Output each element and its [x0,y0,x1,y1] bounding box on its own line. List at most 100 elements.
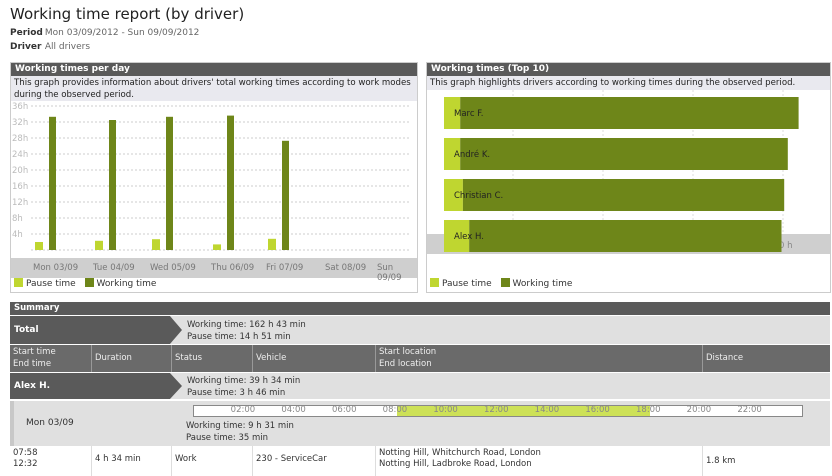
start-time: 07:58 [13,448,38,458]
driver-pause: Pause time: 3 h 46 min [187,388,286,398]
x-tick-label: Sun 09/09 [377,263,402,283]
driver-name: Alex H. [10,373,182,399]
col-label: Start time [13,347,56,357]
day-timeline: 02:00 04:00 06:00 08:00 10:00 12:00 14:00 16:00… [193,405,803,417]
col-status[interactable]: Status [172,345,253,372]
y-tick-label: 36h [12,102,28,112]
col-label: Start location [379,347,437,357]
total-row: Total Working time: 162 h 43 min Pause t… [10,316,830,344]
table-row[interactable]: 07:58 12:32 4 h 34 min Work 230 - Service… [10,446,830,476]
timeline-tick: 14:00 [534,405,560,415]
period-value: Mon 03/09/2012 - Sun 09/09/2012 [44,28,200,38]
col-vehicle[interactable]: Vehicle [253,345,376,372]
driver-working: Working time: 39 h 34 min [187,376,301,386]
bar-pause [444,220,470,252]
cell-distance: 1.8 km [706,456,736,466]
chart-header: Working times per day [11,63,417,76]
table-header: Start time End time Duration Status Vehic… [10,345,830,372]
period-row: Period Mon 03/09/2012 - Sun 09/09/2012 [10,28,199,38]
timeline-tick: 16:00 [585,405,610,415]
col-distance[interactable]: Distance [706,353,744,363]
col-start-end[interactable]: Start time End time [10,345,92,372]
summary-header: Summary [10,302,830,315]
y-tick-label: 16h [12,182,28,192]
chart-description: This graph highlights drivers according … [427,76,830,90]
day-working: Working time: 9 h 31 min [186,421,294,431]
bar-label: André K. [454,149,490,160]
col-location[interactable]: Start location End location [376,345,703,372]
driver-row: Driver All drivers [10,42,90,52]
timeline-tick: 12:00 [484,405,509,415]
col-duration[interactable]: Duration [92,345,172,372]
x-tick-label: Sat 08/09 [325,263,367,273]
x-axis: Mon 03/09 Tue 04/09 Wed 05/09 Thu 06/09 Fri … [11,258,417,283]
x-tick-label: Mon 03/09 [33,263,79,273]
legend-swatch-working [84,278,94,287]
timeline-tick: 18:00 [636,405,661,415]
chart-plot: 4h 8h 12h 16h 20h 24h 28h 32h 36h [12,102,409,251]
cell-location: Notting Hill, Whitchurch Road, London Not… [376,446,703,476]
bar-label: Christian C. [454,191,503,201]
chart-description: This graph provides information about dr… [11,76,417,101]
timeline-tick: 02:00 [230,405,256,415]
legend: Pause time Working time [14,278,156,289]
bar-pause [444,138,461,170]
bar-pause [444,179,463,211]
total-label: Total [10,316,182,344]
legend-label: Pause time [26,279,76,289]
x-tick-label: Wed 05/09 [150,263,196,273]
timeline-tick: 06:00 [332,405,357,415]
legend-swatch-pause [430,278,439,287]
bar-pause [444,97,461,129]
timeline-tick: 10:00 [433,405,458,415]
cell-vehicle: 230 - ServiceCar [253,446,376,476]
chart-working-times-per-day: Working times per day This graph provide… [10,62,418,293]
legend-label: Working time [512,279,573,289]
y-tick-label: 8h [12,214,23,224]
bar-pause [35,242,43,250]
timeline-tick: 22:00 [737,405,762,415]
day-label: Mon 03/09 [26,418,74,428]
legend-swatch-working [500,278,510,287]
timeline-tick: 04:00 [281,405,306,415]
bar-working [460,138,788,170]
active-period [396,406,650,416]
bar-pause [268,238,276,250]
bar-working [469,220,782,252]
bar-working [166,116,173,250]
y-tick-label: 24h [12,150,28,160]
day-pause: Pause time: 35 min [186,433,269,443]
col-label: End location [379,359,432,369]
page-title: Working time report (by driver) [10,5,245,23]
chart-header: Working times (Top 10) [427,63,830,76]
bar-working [282,140,289,250]
x-tick-label: 40 h [774,241,793,251]
col-label: End time [13,359,52,369]
total-pause: Pause time: 14 h 51 min [187,332,291,342]
x-tick-label: Tue 04/09 [93,263,135,273]
period-label: Period [10,28,43,38]
bar-pause [152,239,160,250]
x-tick-label: Fri 07/09 [266,263,304,273]
bar-pause [213,244,221,250]
y-tick-label: 32h [12,118,28,128]
driver-row[interactable]: Alex H. Working time: 39 h 34 min Pause … [10,373,830,399]
start-location: Notting Hill, Whitchurch Road, London [379,448,541,458]
cell-time: 07:58 12:32 [10,446,92,476]
cell-duration: 4 h 34 min [92,446,172,476]
bar-working [460,97,799,129]
x-tick-label: Thu 06/09 [211,263,255,273]
y-tick-label: 4h [12,230,23,240]
day-row[interactable]: Mon 03/09 02:00 04:00 06:00 08:00 10:00 12:00… [10,401,830,446]
bar-working [462,179,785,211]
total-working: Working time: 162 h 43 min [187,320,306,330]
y-tick-label: 12h [12,198,28,208]
chart-working-times-top10: Working times (Top 10) This graph highli… [426,62,831,293]
y-tick-label: 20h [12,166,28,176]
legend: Pause time Working time [430,278,572,289]
cell-status: Work [172,446,253,476]
timeline-tick: 20:00 [686,405,712,415]
legend-label: Working time [96,279,157,289]
y-tick-label: 28h [12,134,28,144]
